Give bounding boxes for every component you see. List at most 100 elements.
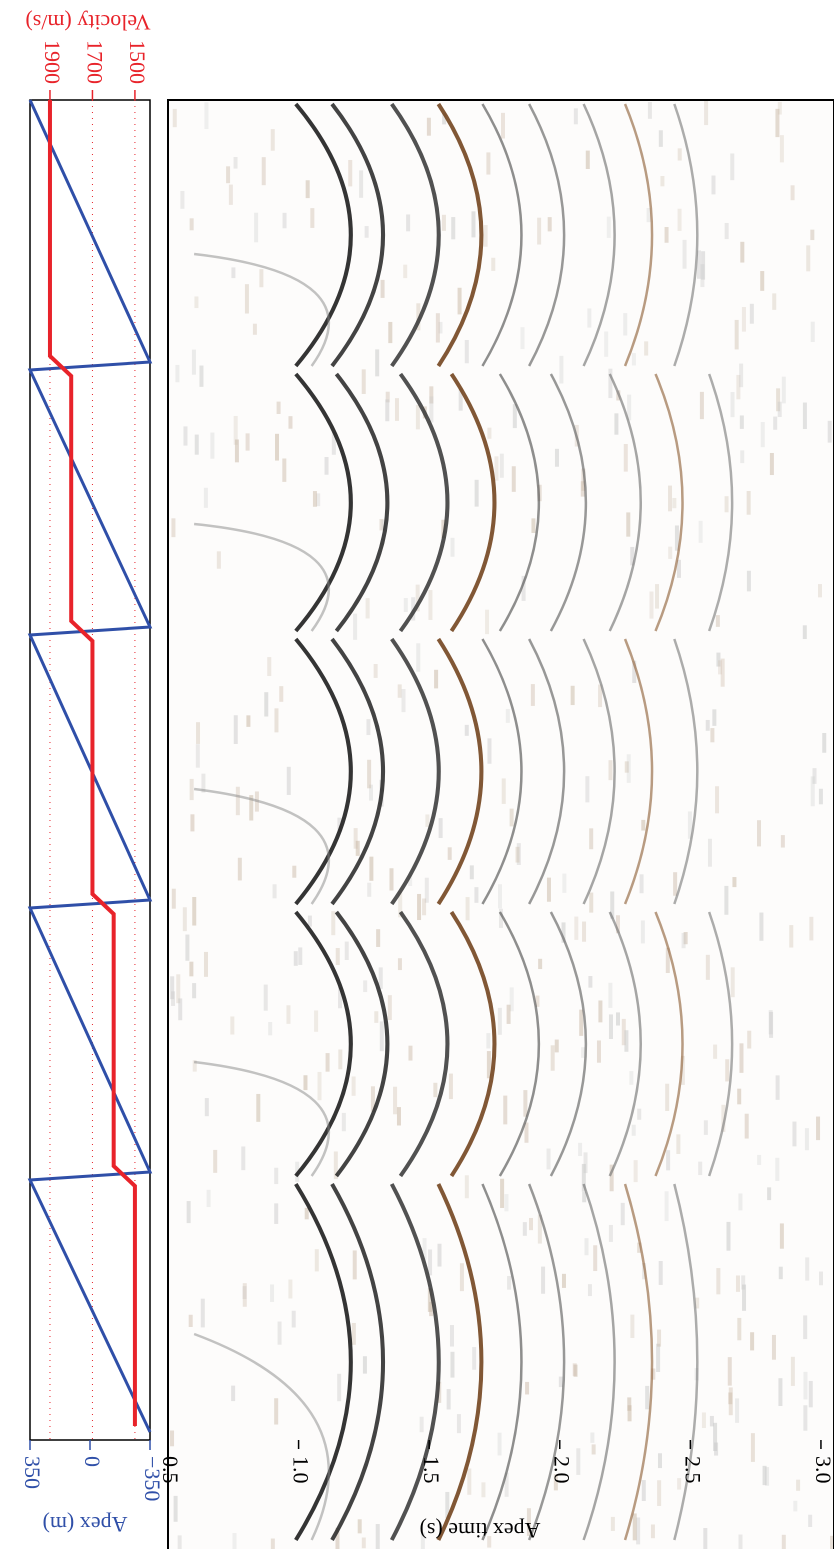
reflection bbox=[608, 373, 642, 632]
noise bbox=[703, 1120, 708, 1135]
noise bbox=[645, 1385, 650, 1410]
noise bbox=[362, 1356, 367, 1374]
noise bbox=[406, 214, 411, 232]
noise bbox=[361, 369, 366, 394]
noise bbox=[226, 166, 231, 184]
noise bbox=[416, 643, 421, 672]
noise bbox=[521, 575, 526, 601]
noise bbox=[509, 987, 514, 1012]
noise bbox=[365, 598, 370, 619]
noise bbox=[615, 915, 620, 934]
noise bbox=[178, 998, 183, 1021]
noise bbox=[576, 1448, 581, 1475]
noise bbox=[781, 1534, 786, 1554]
noise bbox=[450, 537, 455, 557]
noise bbox=[614, 413, 619, 435]
noise bbox=[429, 396, 434, 423]
noise bbox=[629, 1071, 634, 1085]
noise bbox=[286, 1005, 291, 1024]
noise bbox=[582, 1191, 587, 1203]
reflection bbox=[390, 637, 441, 906]
reflection bbox=[294, 102, 353, 368]
noise bbox=[546, 877, 551, 902]
noise bbox=[189, 218, 194, 231]
noise bbox=[608, 368, 613, 399]
noise bbox=[578, 1142, 583, 1157]
noise bbox=[620, 1202, 625, 1226]
noise bbox=[656, 1343, 661, 1372]
noise bbox=[687, 811, 692, 839]
noise bbox=[422, 1238, 427, 1260]
noise bbox=[188, 1314, 193, 1327]
noise bbox=[256, 1093, 261, 1122]
noise bbox=[660, 176, 665, 187]
noise bbox=[351, 1322, 356, 1345]
noise bbox=[292, 865, 297, 878]
reflection bbox=[528, 638, 566, 905]
noise bbox=[649, 591, 654, 619]
noise bbox=[241, 1146, 246, 1171]
noise bbox=[647, 102, 652, 119]
noise bbox=[749, 303, 754, 324]
noise bbox=[737, 1317, 742, 1341]
reflection bbox=[294, 372, 353, 633]
noise bbox=[267, 657, 272, 677]
noise bbox=[457, 287, 462, 315]
noise bbox=[353, 828, 358, 849]
noise bbox=[632, 1513, 637, 1541]
noise bbox=[724, 496, 729, 513]
noise bbox=[298, 947, 303, 965]
noise bbox=[505, 708, 510, 723]
noise bbox=[397, 958, 402, 971]
noise bbox=[701, 1412, 706, 1429]
noise bbox=[677, 1478, 682, 1490]
noise bbox=[189, 778, 194, 801]
diffraction bbox=[193, 1332, 331, 1541]
noise bbox=[736, 374, 741, 400]
noise bbox=[282, 212, 287, 229]
noise bbox=[254, 212, 259, 243]
noise bbox=[429, 386, 434, 404]
noise bbox=[363, 980, 368, 993]
reflection bbox=[549, 373, 588, 632]
noise bbox=[738, 1534, 743, 1554]
noise bbox=[246, 715, 251, 727]
time-axis-title: Apex time (s) bbox=[420, 1518, 541, 1543]
noise bbox=[331, 911, 336, 936]
noise bbox=[630, 1314, 635, 1338]
noise bbox=[233, 715, 238, 744]
noise bbox=[716, 1268, 721, 1295]
noise bbox=[304, 1207, 309, 1220]
noise bbox=[170, 976, 175, 1000]
noise bbox=[442, 113, 447, 125]
noise bbox=[682, 239, 687, 269]
noise bbox=[485, 609, 490, 635]
noise bbox=[713, 1422, 718, 1452]
noise bbox=[580, 481, 585, 497]
noise bbox=[446, 1389, 451, 1410]
noise bbox=[483, 225, 488, 247]
noise bbox=[397, 684, 402, 698]
noise bbox=[737, 1088, 742, 1105]
noise bbox=[500, 1178, 505, 1208]
noise bbox=[538, 958, 543, 970]
noise bbox=[210, 432, 215, 459]
noise bbox=[644, 341, 649, 356]
noise bbox=[486, 1033, 491, 1049]
noise bbox=[713, 1044, 718, 1059]
noise bbox=[415, 584, 420, 612]
noise bbox=[424, 877, 429, 903]
noise bbox=[640, 920, 645, 944]
noise bbox=[621, 1018, 626, 1046]
noise bbox=[817, 584, 822, 598]
noise bbox=[270, 1284, 275, 1302]
reflection bbox=[294, 910, 353, 1178]
noise bbox=[559, 355, 564, 384]
reflection bbox=[449, 372, 497, 633]
noise bbox=[728, 1387, 733, 1416]
noise bbox=[445, 1491, 450, 1519]
noise bbox=[561, 922, 566, 943]
noise bbox=[380, 279, 385, 298]
noise bbox=[486, 152, 491, 175]
noise bbox=[274, 1398, 279, 1425]
